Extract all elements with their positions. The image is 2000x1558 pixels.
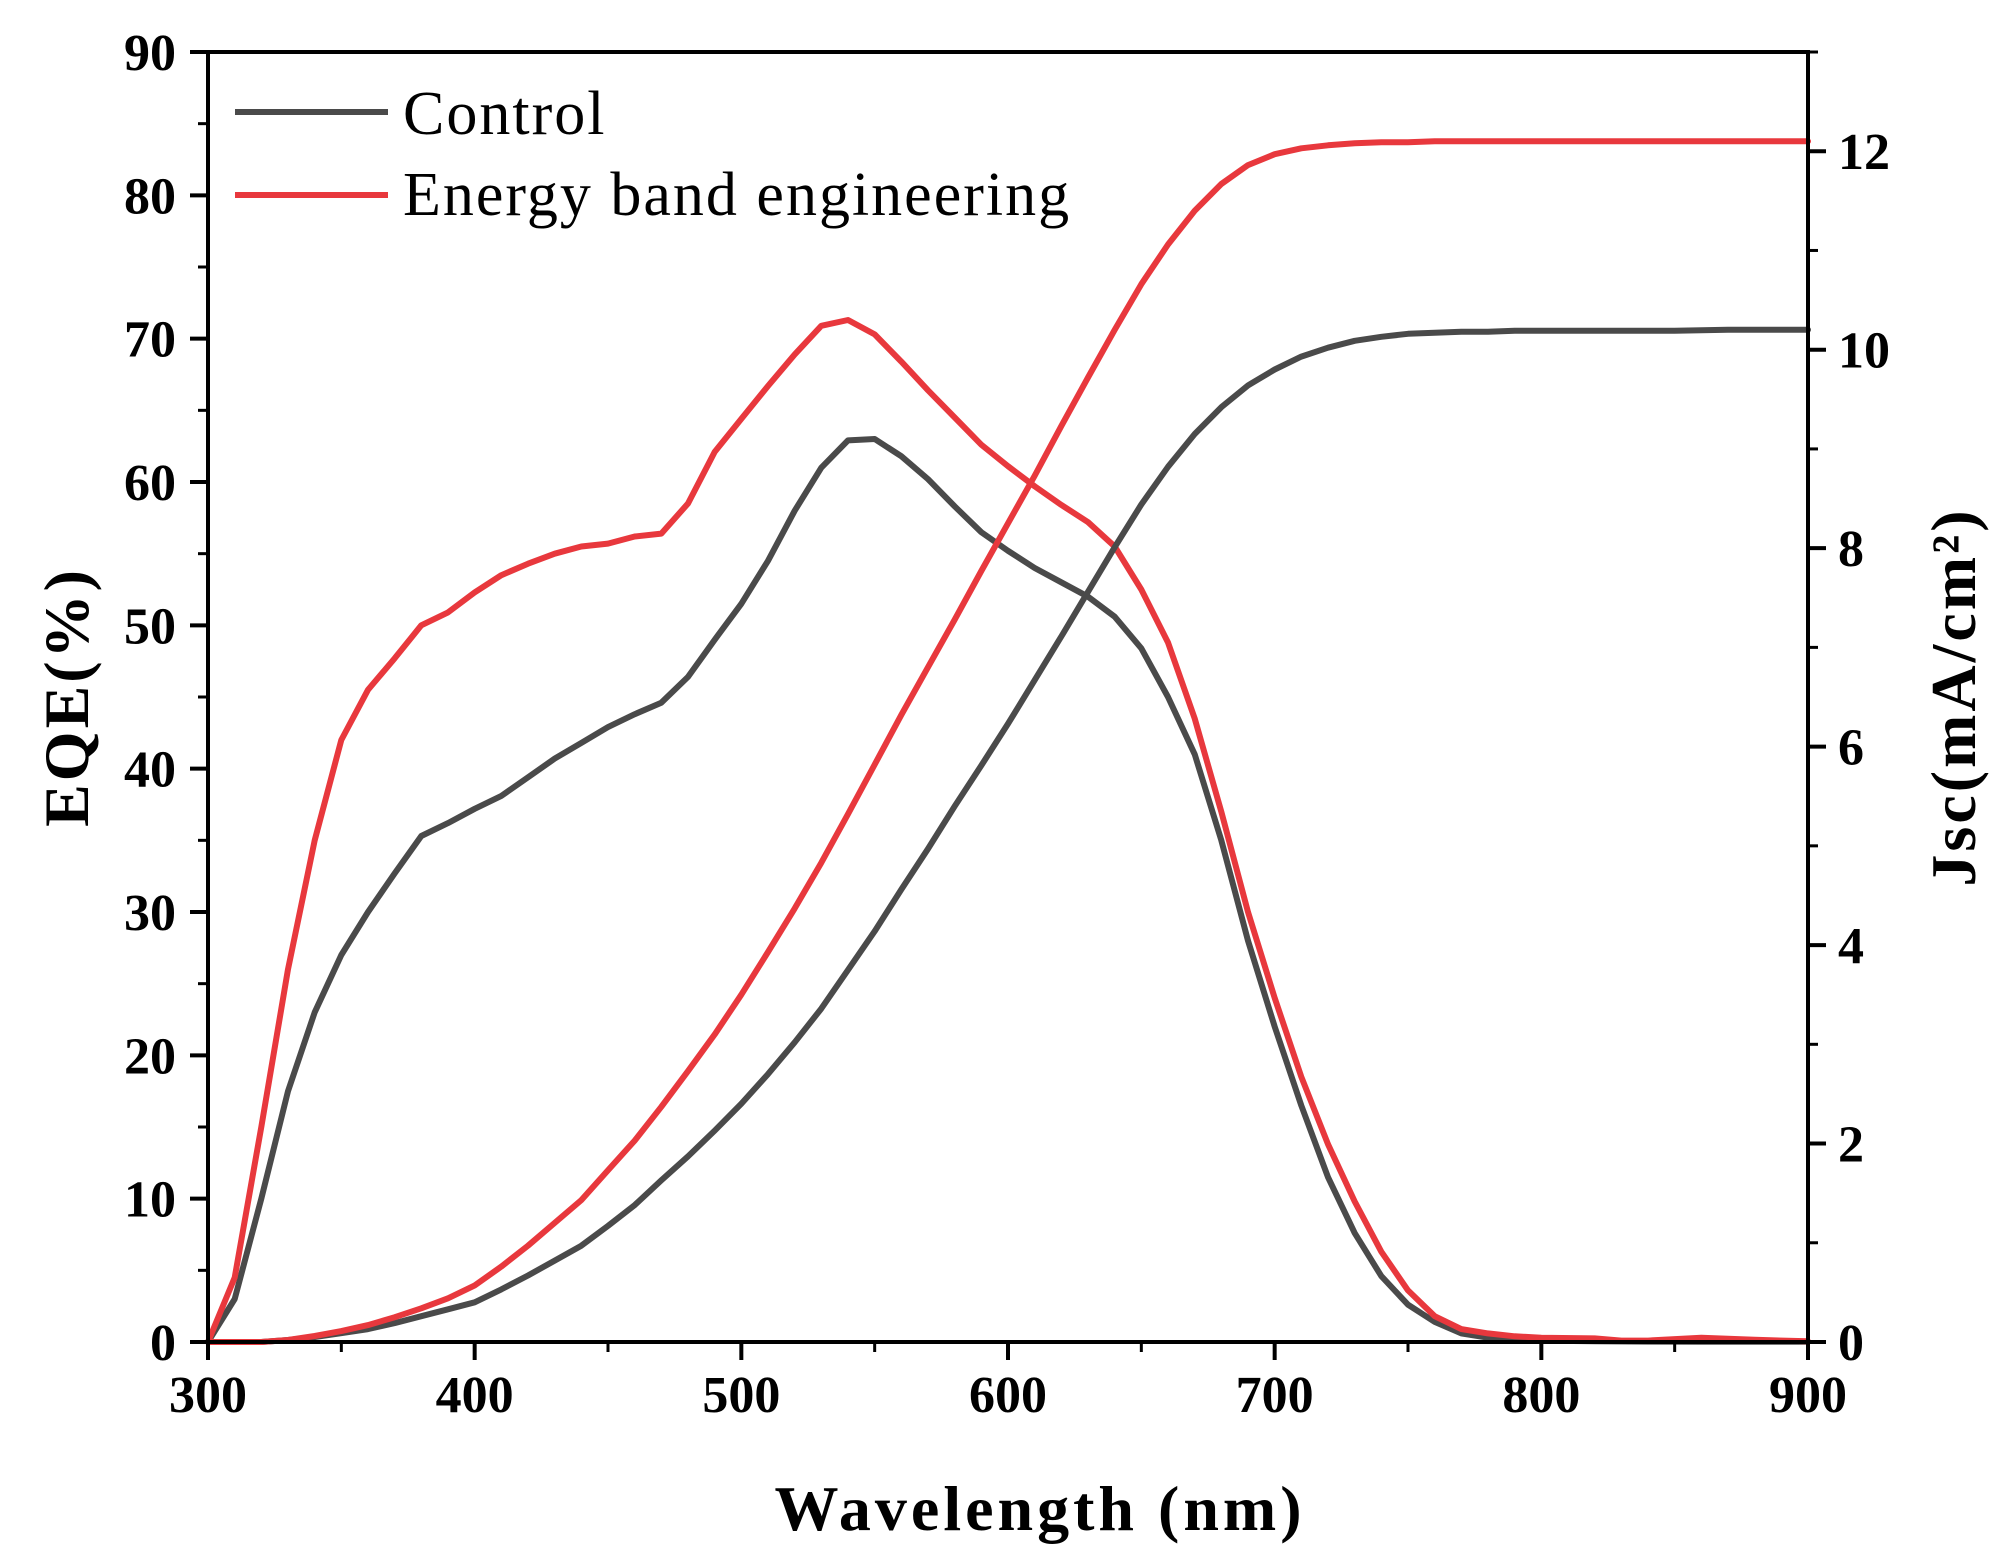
y-right-tick-label-6: 6 [1838,720,1864,777]
x-tick-label-400: 400 [436,1367,514,1424]
y-left-tick-label-30: 30 [124,885,176,942]
legend-label-control: Control [403,80,606,148]
axis-tick-labels: 300 400 500 600 700 800 9000102030405060708090… [124,25,1890,1424]
plot-frame [206,50,1810,1344]
x-tick-label-300: 300 [169,1367,247,1424]
x-tick-label-600: 600 [969,1367,1047,1424]
series-line-control-eqe [205,436,1811,1345]
y-right-tick-label-8: 8 [1838,521,1864,578]
series-line-energy-jsc [205,138,1811,1345]
y-left-tick-label-40: 40 [124,742,176,799]
y-left-tick-label-70: 70 [124,312,176,369]
x-tick-label-900: 900 [1769,1367,1847,1424]
legend: Control Energy band engineering [235,80,1071,229]
y-right-tick-label-0: 0 [1838,1315,1864,1372]
y-left-tick-label-50: 50 [124,598,176,655]
axis-ticks [190,50,1826,1360]
y-left-axis-title: EQE(%) [31,567,102,827]
y-right-tick-label-12: 12 [1838,124,1890,181]
x-axis-title: Wavelength (nm) [774,1473,1305,1544]
y-left-tick-label-60: 60 [124,455,176,512]
y-left-tick-label-90: 90 [124,25,176,82]
plot-lines [205,138,1811,1345]
y-left-tick-label-10: 10 [124,1172,176,1229]
legend-label-energy: Energy band engineering [403,161,1071,229]
y-left-tick-label-80: 80 [124,168,176,225]
y-right-tick-label-4: 4 [1838,918,1864,975]
x-tick-label-700: 700 [1236,1367,1314,1424]
y-left-tick-label-20: 20 [124,1028,176,1085]
series-line-energy-eqe [205,317,1811,1345]
y-right-tick-label-10: 10 [1838,323,1890,380]
series-line-control-jsc [205,326,1811,1345]
y-right-axis-title: Jsc(mA/cm²) [1918,507,1989,886]
y-right-tick-label-2: 2 [1838,1117,1864,1174]
x-tick-label-500: 500 [702,1367,780,1424]
y-left-tick-label-0: 0 [150,1315,176,1372]
x-tick-label-800: 800 [1502,1367,1580,1424]
